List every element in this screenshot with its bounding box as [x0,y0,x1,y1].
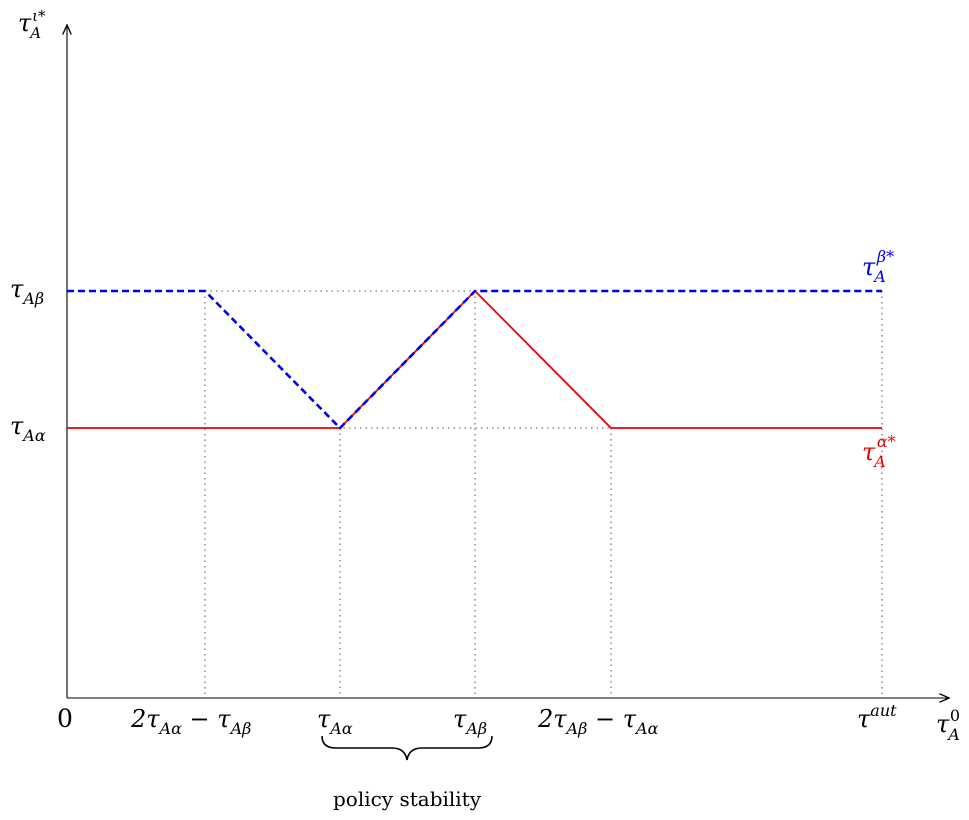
beta-curve-label: τAβ* [862,247,894,286]
policy-stability-label: policy stability [333,787,482,811]
y-tick-alpha: τAα [10,412,46,445]
alpha-curve-label: τAα* [862,432,896,471]
x-axis-label: τA0 [936,706,960,744]
x-tick-4: 2τAβ − τAα [537,705,659,738]
axes [67,26,948,698]
policy-stability-brace [321,735,493,761]
guide-lines [204,290,883,698]
beta-curve [67,289,882,430]
y-tick-beta: τAβ [10,275,44,308]
origin-label: 0 [57,704,73,733]
x-tick-aut: τaut [857,701,897,733]
x-tick-1: 2τAα − τAβ [130,705,251,738]
y-axis-label: τAι* [18,7,46,42]
x-tick-3: τAβ [453,705,487,738]
x-tick-2: τAα [317,705,353,738]
